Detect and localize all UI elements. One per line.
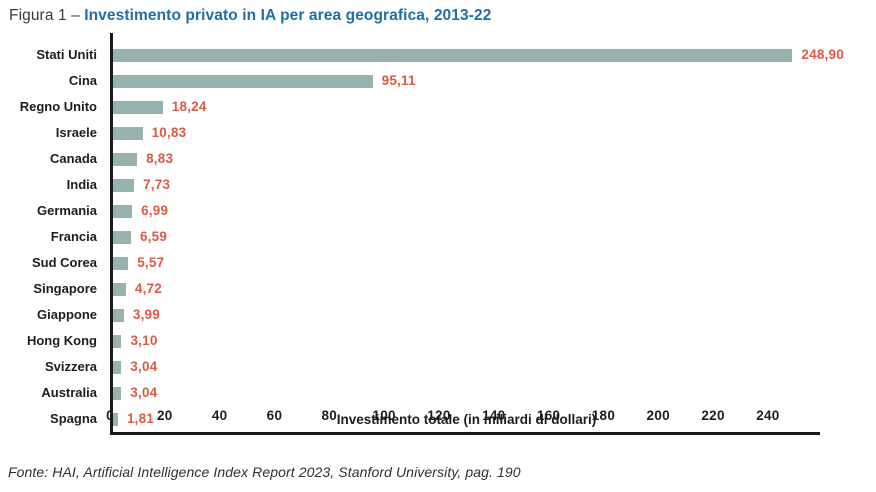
bar-value-label: 3,04: [130, 385, 158, 400]
bar-value-label: 248,90: [801, 47, 844, 62]
bar-value-label: 10,83: [151, 125, 187, 140]
plot-area: 248,90 95,11 18,24 10,83 8,83 7,73 6,99 6,59 5,5…: [110, 33, 844, 435]
category-label: Israele: [55, 125, 97, 140]
bar-row: 8,83: [113, 146, 820, 172]
bar-value-label: 6,99: [141, 203, 169, 218]
bar: [113, 152, 138, 166]
category-label: Svizzera: [44, 359, 97, 374]
bar: [113, 308, 124, 322]
bar: [113, 126, 143, 140]
bar: [113, 204, 133, 218]
x-axis-ticks: 0 20 40 60 80 100 120 140 160 180 200 220 240: [106, 408, 820, 428]
x-tick-label: 20: [157, 408, 173, 423]
bar-value-label: 4,72: [134, 281, 162, 296]
category-label: Giappone: [37, 307, 97, 322]
source-note: Fonte: HAI, Artificial Intelligence Inde…: [8, 464, 521, 480]
x-tick-label: 240: [756, 408, 780, 423]
x-tick-label: 0: [106, 408, 114, 423]
bar-value-label: 8,83: [146, 151, 174, 166]
bar-row: 18,24: [113, 94, 820, 120]
bar: [113, 256, 129, 270]
bar: [113, 360, 122, 374]
bar-value-label: 95,11: [381, 73, 416, 88]
plot-rows: 248,90 95,11 18,24 10,83 8,83 7,73 6,99 6,59 5,5…: [113, 42, 844, 432]
bar-row: 3,99: [113, 302, 820, 328]
bar: [113, 100, 163, 114]
bar: [113, 334, 122, 348]
bar: [113, 48, 793, 62]
bar: [113, 74, 373, 88]
bar-value-label: 3,04: [130, 359, 158, 374]
bar-row: 3,04: [113, 354, 820, 380]
bar: [113, 230, 131, 244]
bar-value-label: 18,24: [171, 99, 207, 114]
x-tick-label: 100: [372, 408, 396, 423]
bar: [113, 386, 122, 400]
category-label: Hong Kong: [26, 333, 97, 348]
bar-value-label: 6,59: [139, 229, 168, 244]
bar-row: 1,81: [113, 406, 820, 432]
x-tick-label: 160: [536, 408, 561, 423]
x-tick-label: 180: [591, 408, 616, 423]
x-axis-title: Investimento totale (in miliardi di doll…: [336, 412, 597, 427]
category-label: Germania: [37, 203, 97, 218]
bar-value-label: 3,99: [132, 307, 160, 322]
bar-row: 3,04: [113, 380, 820, 406]
chart-title: Investimento privato in IA per area geog…: [84, 7, 492, 24]
bar-value-label: 7,73: [143, 177, 171, 192]
category-label: Cina: [68, 73, 97, 88]
bar: [113, 178, 135, 192]
category-label: India: [66, 177, 97, 192]
bar-value-label: 5,57: [137, 255, 165, 270]
x-tick-label: 140: [482, 408, 506, 423]
bar-row: 7,73: [113, 172, 820, 198]
category-label: Singapore: [33, 281, 97, 296]
category-label: Sud Corea: [31, 255, 97, 270]
chart-body: Stati Uniti Cina Regno Unito Israele Canada I…: [0, 33, 876, 435]
bar-row: 10,83: [113, 120, 820, 146]
x-tick-label: 60: [266, 408, 283, 423]
category-label: Spagna: [50, 411, 97, 426]
bar-row: 3,10: [113, 328, 820, 354]
bar-chart: Stati Uniti Cina Regno Unito Israele Canada I…: [0, 33, 876, 463]
figure-number: Figura 1 –: [9, 7, 85, 24]
category-label: Canada: [50, 151, 97, 166]
bar: [113, 412, 118, 426]
bar-value-label: 1,81: [126, 411, 155, 426]
figure-title: Figura 1 – Investimento privato in IA pe…: [9, 7, 491, 25]
x-tick-label: 40: [211, 408, 228, 423]
bar: [113, 282, 126, 296]
category-label: Regno Unito: [19, 99, 97, 114]
bar-row: 248,90: [113, 42, 844, 68]
bar-row: 5,57: [113, 250, 820, 276]
bar-row: 6,59: [113, 224, 820, 250]
category-labels: Stati Uniti Cina Regno Unito Israele Canada I…: [0, 33, 110, 435]
x-tick-label: 80: [321, 408, 338, 423]
x-tick-label: 200: [646, 408, 670, 423]
bar-row: 95,11: [113, 68, 820, 94]
bar-value-label: 3,10: [130, 333, 158, 348]
bar-row: 4,72: [113, 276, 820, 302]
bar-row: 6,99: [113, 198, 820, 224]
x-tick-label: 120: [427, 408, 451, 423]
x-tick-label: 220: [701, 408, 725, 423]
category-label: Francia: [50, 229, 97, 244]
category-label: Australia: [41, 385, 97, 400]
category-label: Stati Uniti: [36, 47, 97, 62]
